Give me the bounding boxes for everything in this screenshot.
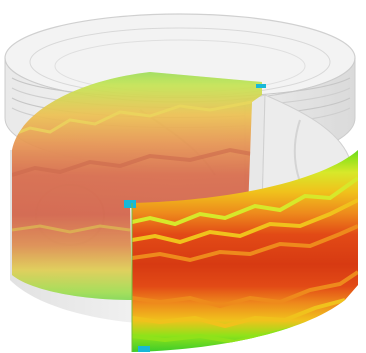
- edge-marker-back: [256, 84, 266, 88]
- edge-marker-front-bottom: [138, 346, 150, 352]
- edge-marker-front-top: [124, 200, 136, 208]
